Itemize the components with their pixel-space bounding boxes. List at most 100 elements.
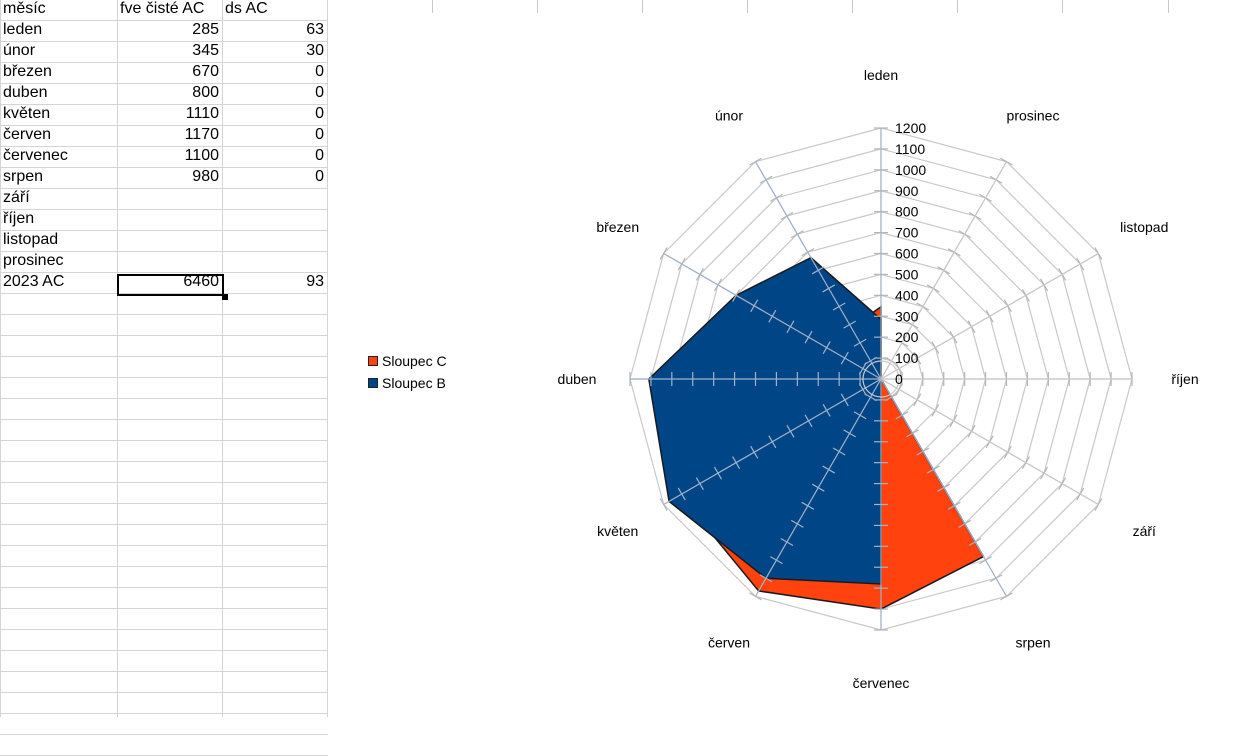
row-gridline: [0, 629, 328, 630]
row-gridline: [0, 608, 328, 609]
month-cell[interactable]: srpen: [3, 168, 44, 185]
category-label: listopad: [1120, 219, 1168, 235]
ds-value-cell[interactable]: [222, 188, 327, 208]
row-gridline: [0, 566, 328, 567]
row-gridline: [0, 587, 328, 588]
fve-value-cell[interactable]: [117, 230, 222, 250]
header-cell-fve[interactable]: fve čisté AC: [120, 0, 205, 17]
fve-value-cell[interactable]: [117, 251, 222, 271]
row-gridline: [0, 293, 328, 294]
month-cell[interactable]: říjen: [3, 210, 35, 227]
row-gridline: [0, 125, 328, 126]
radial-tick-label: 500: [895, 266, 919, 282]
ds-value-cell[interactable]: [222, 251, 327, 271]
ds-value-cell[interactable]: 0: [315, 126, 324, 143]
ds-value-cell[interactable]: [222, 230, 327, 250]
column-ruler-tick: [642, 0, 643, 13]
ds-value-cell[interactable]: 0: [315, 63, 324, 80]
category-label: prosinec: [1007, 108, 1060, 124]
radial-tick-label: 400: [895, 287, 919, 303]
ds-value-cell[interactable]: 0: [315, 168, 324, 185]
row-gridline: [0, 650, 328, 651]
column-gridline: [0, 0, 1, 717]
column-ruler-tick: [957, 0, 958, 13]
radar-chart[interactable]: 0 100 200 300 400 500 600 700 800 900 1000 1100 1200…: [520, 50, 1220, 710]
header-cell-ds[interactable]: ds AC: [225, 0, 268, 17]
category-label: květen: [597, 523, 638, 539]
radial-tick-label: 700: [895, 225, 919, 241]
ds-value-cell[interactable]: 0: [315, 84, 324, 101]
radar-spoke-overlay: [880, 161, 1008, 380]
row-gridline: [0, 272, 328, 273]
row-gridline: [0, 503, 328, 504]
row-gridline: [0, 419, 328, 420]
legend-item-series-c: Sloupec C: [368, 350, 447, 372]
legend-item-series-b: Sloupec B: [368, 372, 447, 394]
month-cell[interactable]: červen: [3, 126, 52, 143]
radial-tick-label: 300: [895, 308, 919, 324]
fve-value-cell[interactable]: 1170: [184, 126, 219, 143]
row-gridline: [0, 545, 328, 546]
ds-value-cell[interactable]: 0: [315, 105, 324, 122]
row-gridline: [0, 356, 328, 357]
ds-value-cell[interactable]: 30: [306, 42, 324, 59]
row-gridline: [0, 482, 328, 483]
column-ruler-tick: [432, 0, 433, 13]
column-gridline: [327, 0, 328, 717]
column-ruler-tick: [537, 0, 538, 13]
total-label-cell[interactable]: 2023 AC: [3, 273, 65, 290]
month-cell[interactable]: květen: [3, 105, 51, 122]
category-label: červen: [708, 634, 750, 650]
category-label: leden: [864, 67, 898, 83]
row-gridline: [0, 692, 328, 693]
month-cell[interactable]: únor: [3, 42, 36, 59]
row-gridline: [0, 167, 328, 168]
fve-value-cell[interactable]: 1100: [184, 147, 219, 164]
radial-tick-label: 0: [895, 371, 903, 387]
column-gridline: [117, 0, 118, 717]
ds-value-cell[interactable]: 63: [306, 21, 324, 38]
ds-value-cell[interactable]: [222, 209, 327, 229]
column-gridline: [222, 0, 223, 717]
fill-handle[interactable]: [222, 294, 228, 300]
month-cell[interactable]: leden: [3, 21, 43, 38]
fve-value-cell[interactable]: 285: [192, 21, 219, 38]
column-ruler-tick: [1168, 0, 1169, 13]
fve-value-cell[interactable]: 800: [192, 84, 219, 101]
row-gridline: [0, 398, 328, 399]
month-cell[interactable]: listopad: [3, 231, 59, 248]
month-cell[interactable]: prosinec: [3, 252, 64, 269]
fve-value-cell[interactable]: 670: [192, 63, 219, 80]
ds-value-cell[interactable]: 0: [315, 147, 324, 164]
radial-tick-label: 600: [895, 246, 919, 262]
total-fve-cell[interactable]: 6460: [183, 273, 219, 290]
row-gridline: [0, 188, 328, 189]
radial-tick-label: 100: [895, 350, 919, 366]
row-gridline: [0, 713, 328, 714]
month-cell[interactable]: září: [3, 189, 30, 206]
row-gridline: [0, 671, 328, 672]
month-cell[interactable]: duben: [3, 84, 48, 101]
month-cell[interactable]: březen: [3, 63, 52, 80]
row-gridline: [0, 41, 328, 42]
row-gridline: [0, 20, 328, 21]
radar-center-ring: [862, 360, 900, 398]
radar-spoke-overlay: [880, 378, 1099, 506]
active-cell-cursor[interactable]: [117, 274, 224, 296]
fve-value-cell[interactable]: 345: [192, 42, 219, 59]
fve-value-cell[interactable]: 980: [192, 168, 219, 185]
radar-spoke-overlay: [663, 378, 882, 506]
header-cell-mesic[interactable]: měsíc: [3, 0, 46, 17]
radial-tick-label: 900: [895, 183, 919, 199]
month-cell[interactable]: červenec: [3, 147, 68, 164]
category-label: červenec: [853, 675, 910, 691]
row-gridline: [0, 377, 328, 378]
radar-spoke-overlay: [880, 378, 1008, 597]
fve-value-cell[interactable]: 1110: [185, 105, 219, 122]
radial-tick-label: 800: [895, 204, 919, 220]
row-gridline: [0, 734, 328, 735]
total-ds-cell[interactable]: 93: [306, 273, 324, 290]
fve-value-cell[interactable]: [117, 209, 222, 229]
chart-legend: Sloupec C Sloupec B: [368, 350, 447, 394]
fve-value-cell[interactable]: [117, 188, 222, 208]
